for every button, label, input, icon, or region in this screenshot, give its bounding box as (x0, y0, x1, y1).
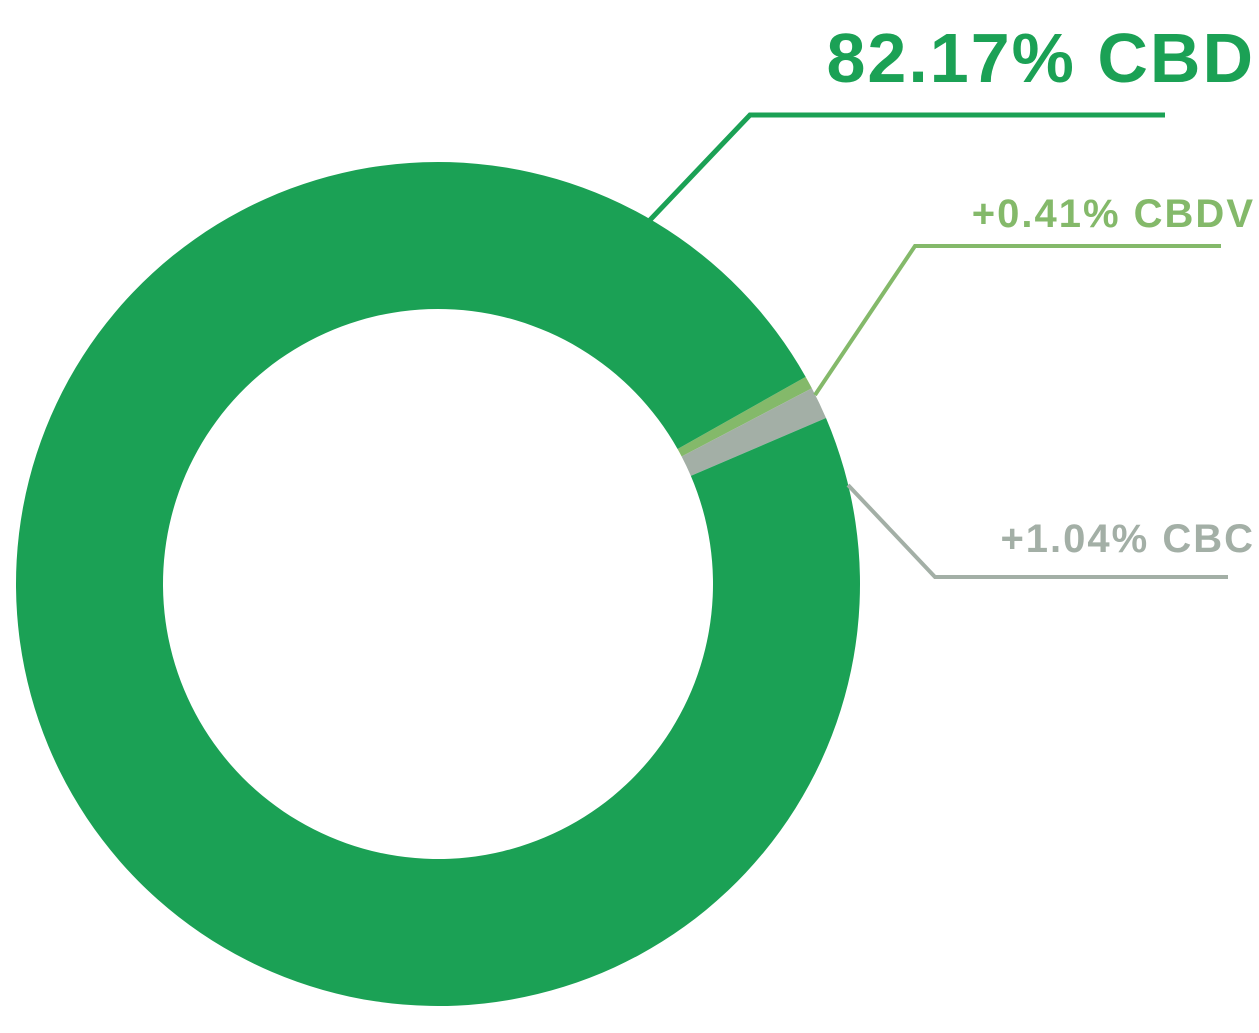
value-label: 82.17% CBD (826, 19, 1255, 97)
donut-slice (16, 162, 861, 1007)
leader-line (813, 244, 1221, 397)
leader-line (648, 112, 1165, 222)
value-label: +0.41% CBDV (972, 192, 1255, 236)
value-label: +1.04% CBC (1000, 517, 1255, 561)
donut-slice (677, 376, 812, 457)
leader-line (846, 483, 1228, 579)
donut-slice (681, 388, 826, 476)
